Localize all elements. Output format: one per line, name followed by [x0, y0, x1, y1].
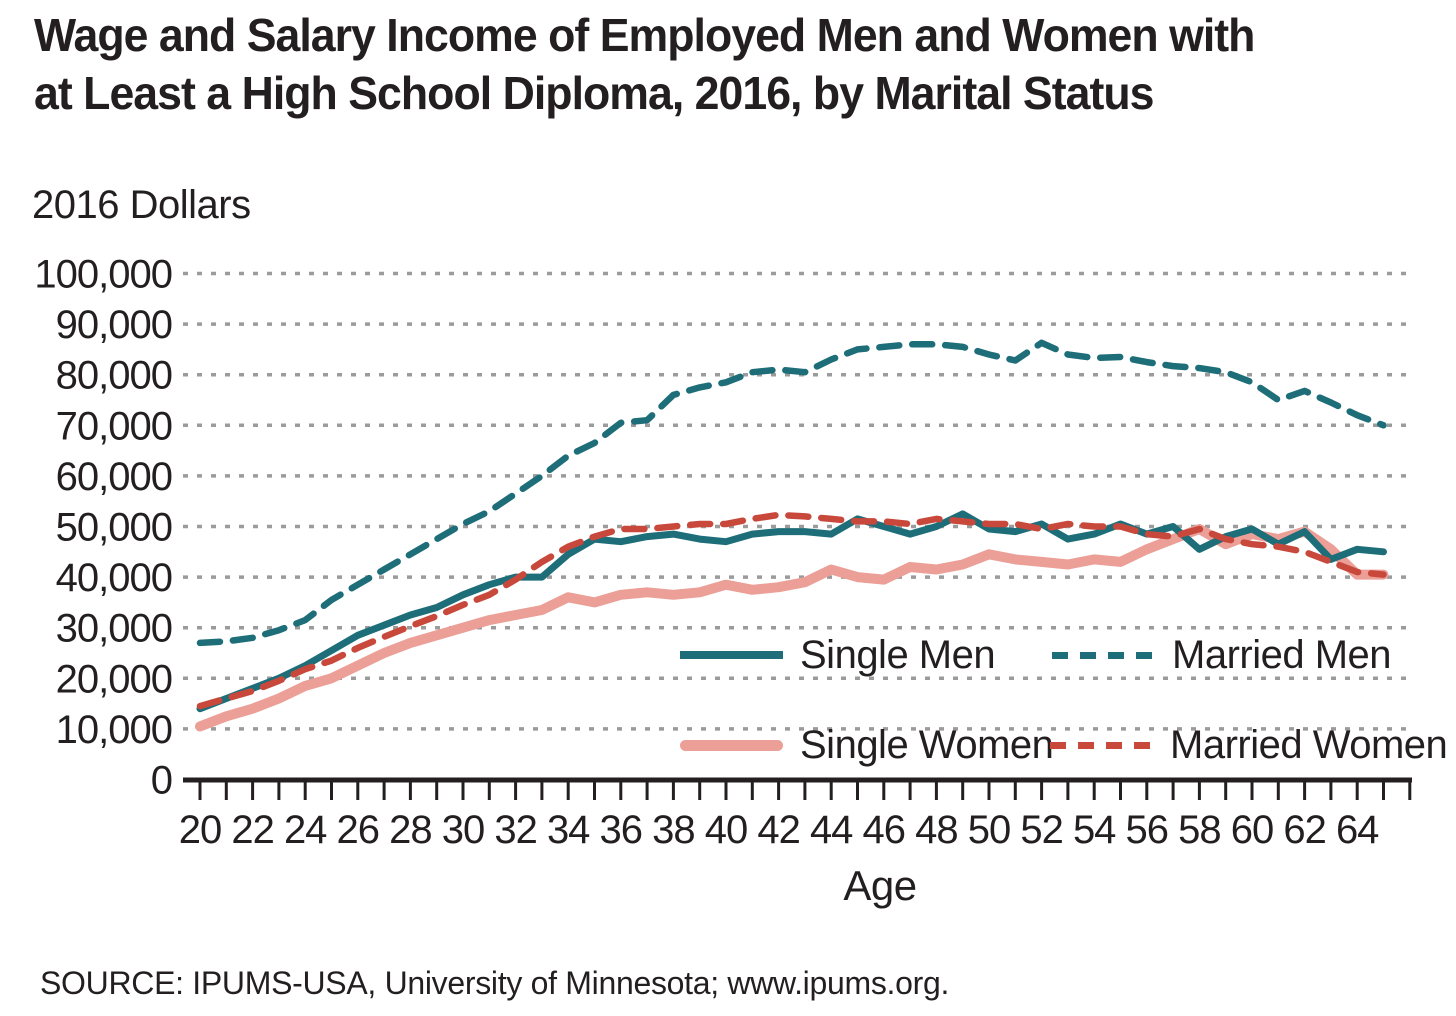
- y-tick-label: 50,000: [56, 506, 172, 550]
- y-tick-label: 10,000: [56, 708, 172, 752]
- legend: Single Men Married Men Single Women Marr…: [680, 630, 1448, 780]
- chart-line-married-men: [196, 339, 1387, 647]
- source-line: SOURCE: IPUMS-USA, University of Minneso…: [40, 965, 950, 1001]
- x-tick-label: 26: [337, 808, 380, 852]
- y-axis-title: 2016 Dollars: [32, 183, 251, 227]
- x-tick-label: 24: [284, 808, 327, 852]
- x-axis-title: Age: [843, 862, 917, 909]
- x-tick-label: 62: [1283, 808, 1326, 852]
- legend-swatch-single-men: [680, 651, 783, 659]
- x-tick-label: 58: [1178, 808, 1221, 852]
- y-tick-label: 0: [151, 759, 172, 803]
- legend-swatch-married-women: [1050, 741, 1153, 749]
- x-tick-label: 32: [494, 808, 537, 852]
- chart-line-married-women: [196, 511, 1387, 710]
- chart-line-single-men: [196, 510, 1387, 713]
- x-tick-label: 46: [863, 808, 906, 852]
- y-tick-label: 100,000: [34, 253, 172, 297]
- legend-label-married-women: Married Women: [1170, 722, 1448, 767]
- x-tick-label: 48: [915, 808, 958, 852]
- y-tick-label: 90,000: [56, 303, 172, 347]
- x-tick-label: 56: [1126, 808, 1169, 852]
- chart-title: Wage and Salary Income of Employed Men a…: [34, 6, 1392, 122]
- x-tick-label: 40: [705, 808, 748, 852]
- x-tick-label: 64: [1336, 808, 1379, 852]
- x-tick-label: 20: [179, 808, 222, 852]
- legend-label-married-men: Married Men: [1172, 632, 1392, 677]
- y-tick-label: 60,000: [56, 455, 172, 499]
- x-tick-label: 50: [968, 808, 1011, 852]
- legend-swatch-married-men: [1052, 651, 1155, 659]
- y-tick-label: 70,000: [56, 404, 172, 448]
- x-tick-label: 30: [442, 808, 485, 852]
- legend-item-married-men: Married Men: [1052, 630, 1392, 680]
- legend-label-single-men: Single Men: [800, 632, 996, 677]
- x-tick-label: 38: [652, 808, 695, 852]
- x-tick-label: 28: [389, 808, 432, 852]
- y-tick-label: 80,000: [56, 354, 172, 398]
- legend-item-single-men: Single Men: [680, 630, 996, 680]
- x-tick-label: 22: [231, 808, 274, 852]
- y-tick-label: 40,000: [56, 556, 172, 600]
- x-tick-label: 60: [1231, 808, 1274, 852]
- x-tick-label: 54: [1073, 808, 1116, 852]
- x-tick-label: 42: [757, 808, 800, 852]
- legend-label-single-women: Single Women: [800, 722, 1054, 767]
- chart-title-line1: Wage and Salary Income of Employed Men a…: [34, 9, 1255, 61]
- x-tick-label: 44: [810, 808, 853, 852]
- legend-swatch-single-women: [680, 739, 783, 751]
- legend-item-single-women: Single Women: [680, 720, 1054, 770]
- y-tick-label: 30,000: [56, 607, 172, 651]
- x-tick-label: 36: [600, 808, 643, 852]
- x-tick-label: 52: [1020, 808, 1063, 852]
- x-tick-label: 34: [547, 808, 590, 852]
- legend-item-married-women: Married Women: [1050, 720, 1448, 770]
- y-tick-label: 20,000: [56, 657, 172, 701]
- chart-title-line2: at Least a High School Diploma, 2016, by…: [34, 67, 1154, 119]
